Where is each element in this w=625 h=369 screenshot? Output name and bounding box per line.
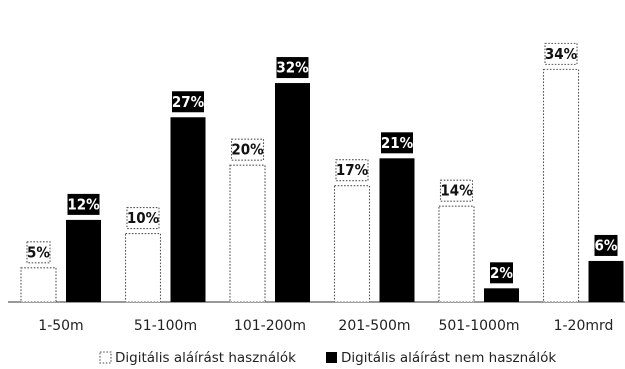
data-label-box-non-users-2 — [276, 57, 309, 79]
x-tick-label-1: 51-100m — [134, 318, 197, 334]
legend-label-users: Digitális aláírást használók — [115, 350, 296, 366]
data-label-box-non-users-1 — [172, 91, 204, 113]
data-label-non-users-2: 32% — [276, 59, 309, 77]
data-label-non-users-4: 2% — [490, 264, 513, 282]
bar-non-users-5 — [588, 260, 624, 302]
data-label-users-4: 14% — [440, 182, 473, 200]
bar-non-users-0 — [66, 219, 101, 302]
legend-swatch-users — [99, 351, 112, 364]
x-tick-label-3: 201-500m — [338, 318, 410, 334]
bar-users-3 — [333, 185, 371, 303]
data-label-box-users-4 — [439, 179, 474, 202]
data-label-users-0: 5% — [27, 243, 50, 261]
x-tick-label-0: 1-50m — [38, 318, 83, 334]
bar-non-users-2 — [275, 83, 310, 302]
bar-users-2 — [229, 164, 266, 303]
data-label-users-3: 17% — [336, 161, 369, 179]
data-label-users-2: 20% — [231, 141, 264, 159]
x-tick-label-5: 1-20mrd — [554, 318, 614, 334]
data-label-box-users-3 — [335, 159, 369, 182]
legend: Digitális aláírást használók Digitális a… — [99, 350, 556, 366]
data-label-box-non-users-3 — [381, 132, 413, 154]
data-label-users-1: 10% — [127, 209, 160, 227]
data-label-box-users-5 — [544, 42, 578, 65]
data-label-box-non-users-0 — [67, 193, 100, 215]
data-label-non-users-3: 21% — [381, 134, 414, 152]
x-tick-label-2: 101-200m — [234, 318, 306, 334]
bar-users-4 — [438, 205, 475, 303]
bar-non-users-4 — [484, 288, 519, 302]
bar-users-0 — [20, 267, 57, 303]
data-label-box-users-1 — [126, 207, 160, 230]
data-label-box-users-2 — [230, 138, 265, 161]
bar-non-users-3 — [379, 158, 415, 302]
data-label-users-5: 34% — [545, 45, 578, 63]
x-tick-labels: 1-50m 51-100m 101-200m 201-500m 501-1000m 1-2… — [38, 318, 613, 334]
bar-non-users-1 — [170, 117, 206, 303]
data-label-non-users-5: 6% — [595, 236, 618, 254]
bar-users-1 — [124, 233, 162, 303]
bars-group: 5% 12% 10% 27% 20% 32% 17% 21% 14% 2% 34% 6% — [20, 42, 624, 303]
legend-swatch-non-users — [326, 352, 337, 363]
data-label-box-non-users-5 — [594, 234, 618, 256]
data-label-box-non-users-4 — [490, 262, 513, 284]
x-tick-label-4: 501-1000m — [438, 318, 519, 334]
data-label-non-users-0: 12% — [67, 195, 100, 213]
bar-users-5 — [542, 68, 580, 303]
data-label-non-users-1: 27% — [172, 93, 205, 111]
legend-label-non-users: Digitális aláírást nem használók — [341, 350, 556, 366]
data-label-box-users-0 — [26, 241, 51, 264]
